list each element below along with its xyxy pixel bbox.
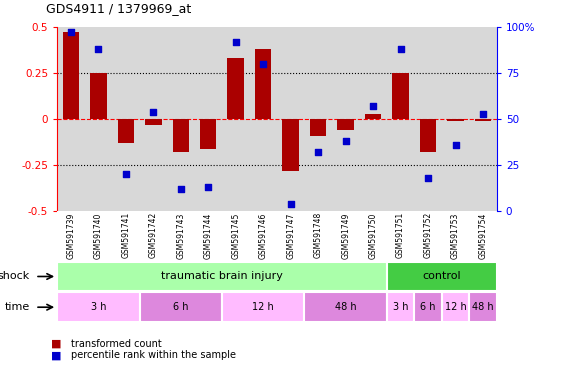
Text: 3 h: 3 h: [393, 302, 408, 312]
Bar: [255, 49, 271, 119]
Text: GSM591743: GSM591743: [176, 212, 185, 258]
Bar: [420, 119, 436, 152]
Point: [368, 103, 377, 109]
Text: transformed count: transformed count: [71, 339, 162, 349]
Text: GSM591746: GSM591746: [259, 212, 268, 258]
Text: GSM591753: GSM591753: [451, 212, 460, 258]
Text: 12 h: 12 h: [252, 302, 274, 312]
Point: [148, 109, 158, 115]
Text: GSM591739: GSM591739: [66, 212, 75, 258]
Bar: [447, 119, 464, 121]
Bar: [337, 119, 354, 130]
Text: 12 h: 12 h: [445, 302, 467, 312]
Text: GSM591747: GSM591747: [286, 212, 295, 258]
Text: control: control: [423, 271, 461, 281]
Text: GSM591750: GSM591750: [369, 212, 377, 258]
Text: GSM591754: GSM591754: [478, 212, 488, 258]
Text: 3 h: 3 h: [91, 302, 106, 312]
Bar: [118, 119, 134, 143]
Bar: [145, 119, 162, 124]
Bar: [222, 293, 304, 322]
Text: 48 h: 48 h: [472, 302, 494, 312]
Point: [94, 46, 103, 52]
Bar: [57, 293, 139, 322]
Text: 6 h: 6 h: [420, 302, 436, 312]
Bar: [57, 262, 387, 291]
Text: ■: ■: [51, 350, 62, 360]
Point: [176, 186, 186, 192]
Bar: [172, 119, 189, 152]
Bar: [90, 73, 107, 119]
Text: GSM591751: GSM591751: [396, 212, 405, 258]
Text: GSM591741: GSM591741: [121, 212, 130, 258]
Bar: [387, 262, 497, 291]
Bar: [415, 293, 442, 322]
Bar: [475, 119, 491, 121]
Text: GSM591745: GSM591745: [231, 212, 240, 258]
Point: [259, 61, 268, 67]
Text: percentile rank within the sample: percentile rank within the sample: [71, 350, 236, 360]
Text: GDS4911 / 1379969_at: GDS4911 / 1379969_at: [46, 2, 191, 15]
Text: traumatic brain injury: traumatic brain injury: [161, 271, 283, 281]
Bar: [139, 293, 222, 322]
Text: GSM591740: GSM591740: [94, 212, 103, 258]
Bar: [387, 293, 415, 322]
Point: [341, 138, 350, 144]
Point: [396, 46, 405, 52]
Text: ■: ■: [51, 339, 62, 349]
Text: GSM591742: GSM591742: [149, 212, 158, 258]
Point: [286, 201, 295, 207]
Point: [66, 29, 75, 35]
Bar: [283, 119, 299, 170]
Text: GSM591744: GSM591744: [204, 212, 213, 258]
Point: [478, 111, 488, 117]
Text: 6 h: 6 h: [173, 302, 188, 312]
Bar: [469, 293, 497, 322]
Text: time: time: [5, 302, 30, 312]
Text: GSM591749: GSM591749: [341, 212, 350, 258]
Bar: [227, 58, 244, 119]
Point: [451, 142, 460, 148]
Point: [313, 149, 323, 155]
Bar: [200, 119, 216, 149]
Point: [204, 184, 213, 190]
Point: [231, 38, 240, 45]
Text: GSM591748: GSM591748: [313, 212, 323, 258]
Point: [121, 171, 130, 177]
Text: shock: shock: [0, 271, 30, 281]
Bar: [304, 293, 387, 322]
Bar: [392, 73, 409, 119]
Bar: [442, 293, 469, 322]
Bar: [63, 32, 79, 119]
Text: 48 h: 48 h: [335, 302, 356, 312]
Bar: [365, 114, 381, 119]
Point: [424, 175, 433, 181]
Bar: [310, 119, 327, 136]
Text: GSM591752: GSM591752: [424, 212, 433, 258]
